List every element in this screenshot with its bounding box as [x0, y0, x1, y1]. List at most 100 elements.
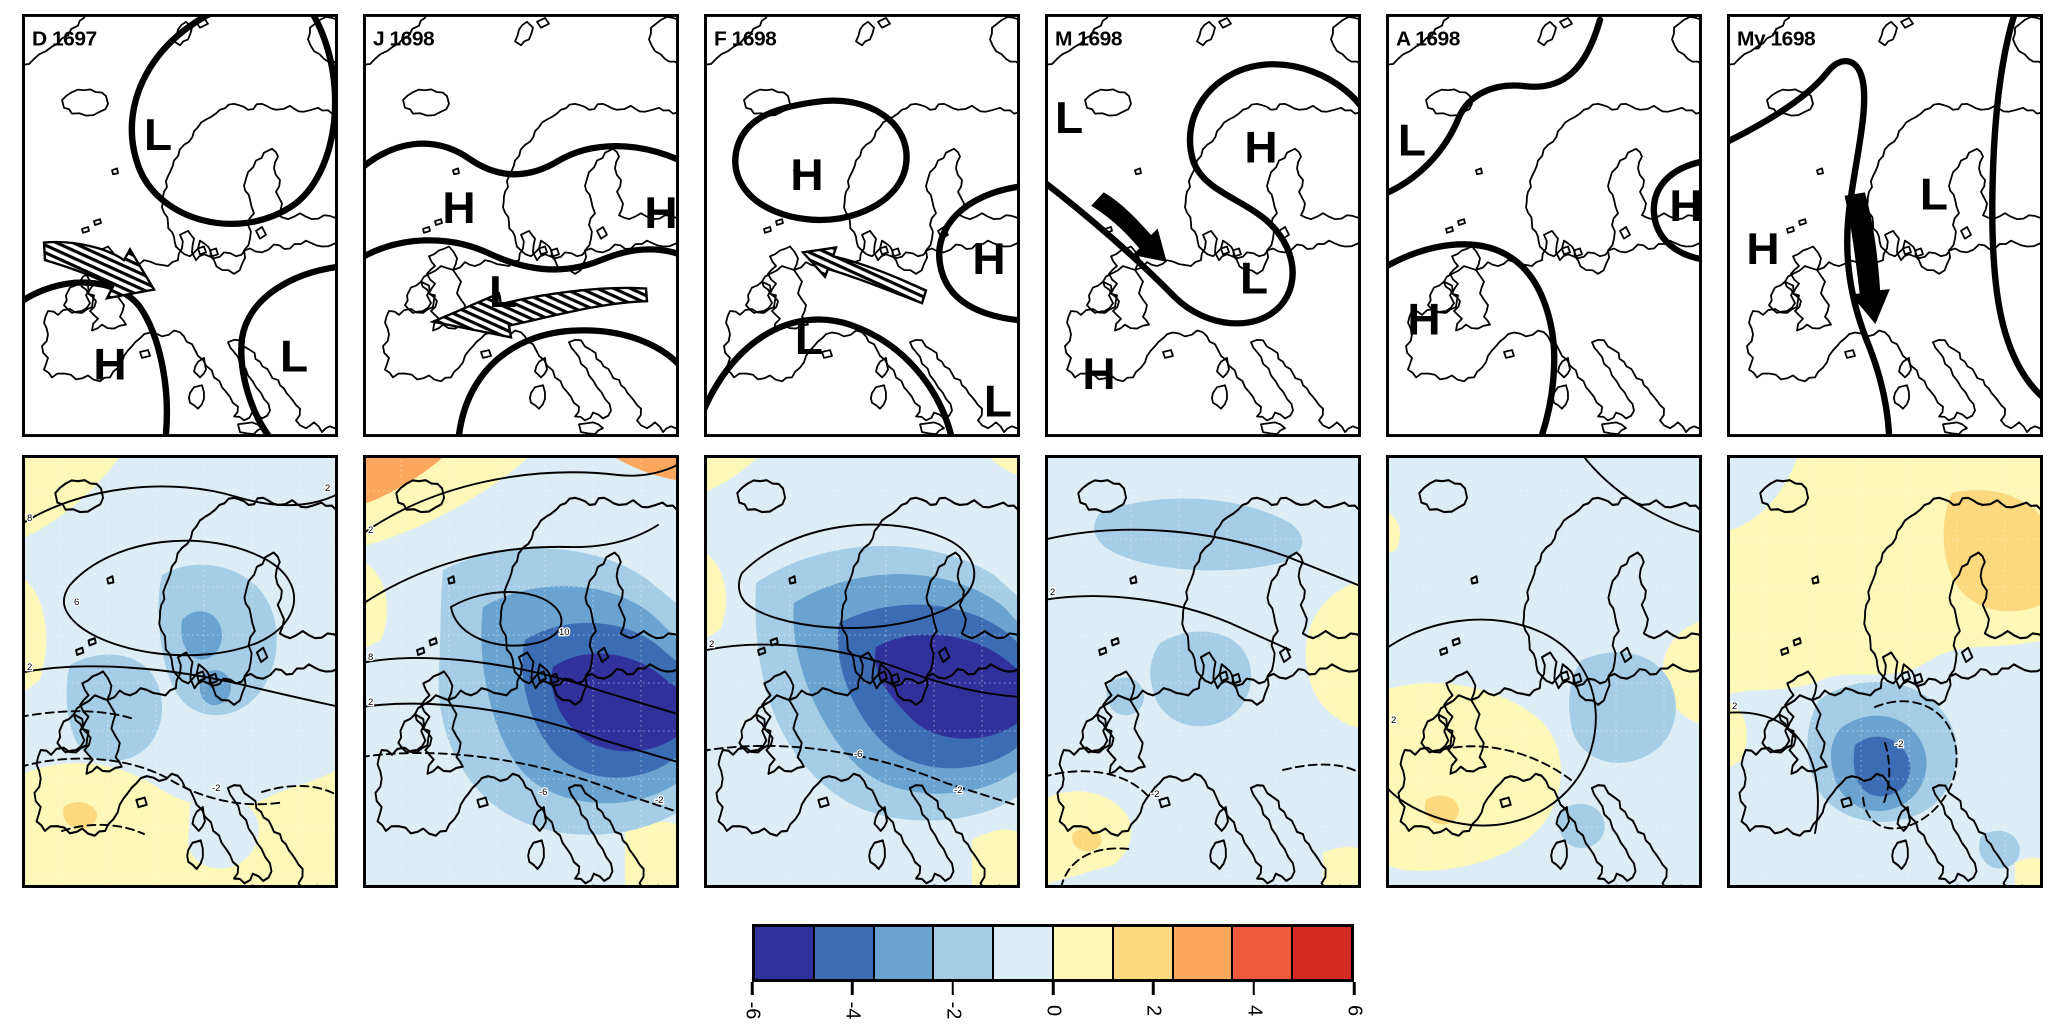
anomaly-region	[551, 653, 679, 752]
contour-line-solid	[1045, 595, 1291, 651]
pressure-letters: HL	[1746, 169, 1948, 274]
coastline-path	[1786, 226, 1795, 234]
anomaly-region	[1979, 830, 2020, 869]
coastline-path	[158, 503, 338, 706]
coastline-path	[736, 479, 787, 514]
coastline-path	[1475, 167, 1483, 176]
anomaly-region	[1727, 700, 1747, 769]
coastline-path	[395, 479, 446, 514]
coastline-path	[1077, 479, 1128, 514]
coastline-path	[191, 806, 206, 832]
pressure-isoline	[22, 279, 171, 437]
coastline-path	[476, 796, 489, 809]
colorbar-cell	[755, 927, 815, 979]
pressure-map-svg: L H L D 1697	[22, 14, 338, 437]
pressure-letter: L	[984, 376, 1012, 426]
coastline-path	[1561, 245, 1571, 256]
coastline-path	[1746, 229, 2043, 433]
contour-label: -6	[854, 749, 862, 760]
coastline-path	[1798, 218, 1807, 226]
colorbar-tick	[851, 982, 854, 995]
coastline-path	[54, 479, 105, 514]
panel-title: A 1698	[1396, 27, 1460, 50]
anomaly-region	[972, 829, 1020, 888]
contour-line-dashed	[261, 785, 338, 797]
wind-arrow	[800, 246, 928, 305]
coastline-path	[1898, 356, 1912, 379]
coastline-path	[1084, 88, 1132, 117]
panel-title: M 1698	[1055, 27, 1122, 50]
coastline-path	[1790, 245, 1832, 332]
coastline-path	[1056, 651, 1361, 888]
anomaly-region	[22, 576, 47, 694]
coastline-path	[1211, 384, 1228, 410]
coastline-path	[1816, 167, 1824, 176]
pressure-isoline	[1989, 14, 2043, 402]
pressure-letter: H	[1407, 294, 1440, 344]
colorbar: -6 -4 -2 0 2 4 6	[742, 924, 1366, 1028]
coastline-path	[255, 646, 269, 664]
graticule	[1386, 455, 1702, 888]
coastline	[704, 14, 1020, 435]
colorbar-tick	[1152, 982, 1155, 995]
coastline-path	[1499, 796, 1512, 809]
coastline-path	[255, 226, 267, 240]
coastline-path	[1451, 637, 1461, 647]
panel-title: J 1698	[373, 27, 434, 50]
coastline-path	[715, 651, 1020, 888]
wind-arrow	[1091, 192, 1167, 262]
coastline-path	[875, 356, 889, 379]
coastline-path	[1420, 713, 1450, 754]
coastline-path	[1418, 479, 1469, 514]
coastline	[363, 14, 679, 435]
pressure-letters: H H L L	[790, 149, 1012, 426]
contour-label: 2	[709, 639, 714, 650]
contour-line-dashed	[363, 752, 679, 814]
contour-label: -6	[539, 787, 547, 798]
coastline-path	[1572, 672, 1583, 685]
coastline-path	[1162, 349, 1174, 359]
pressure-letter: L	[1055, 93, 1083, 143]
coastline-path	[532, 806, 547, 832]
contour-label: 10	[559, 627, 570, 638]
pressure-isoline	[128, 14, 338, 227]
contour-line-solid	[738, 523, 976, 630]
coastline-path	[1559, 17, 1573, 29]
coastline-path	[2012, 16, 2043, 66]
contour-line-solid	[363, 524, 659, 605]
coastline-path	[1914, 247, 1924, 258]
pressure-letters: H HL	[442, 183, 677, 317]
colorbar-cells	[752, 924, 1354, 982]
panel-frame	[363, 14, 679, 437]
colorbar-cell	[1053, 927, 1114, 979]
anomaly-region	[1386, 683, 1561, 871]
contour-line-dashed	[704, 744, 1020, 808]
contour-line-dashed	[22, 757, 285, 806]
graticule	[704, 455, 1020, 888]
coastline-path	[56, 713, 86, 754]
coastline-path	[538, 245, 548, 256]
colorbar-tick-label: 0	[1042, 1004, 1065, 1017]
contour-label: -2	[1151, 789, 1159, 800]
anomaly-region	[22, 455, 121, 539]
pressure-isoline	[1045, 61, 1361, 327]
pressure-isoline	[1650, 158, 1702, 263]
coastline-path	[1439, 646, 1449, 656]
colorbar-axis: -6 -4 -2 0 2 4 6	[742, 982, 1366, 1028]
coastline-path	[1158, 796, 1171, 809]
contour-line-dashed	[1060, 847, 1130, 888]
wind-arrow	[429, 286, 649, 339]
panel-frame	[363, 455, 679, 888]
coastline-path	[1557, 356, 1571, 379]
contour-label: 2	[1391, 715, 1396, 726]
pressure-isoline	[704, 316, 955, 437]
coastline-path	[1503, 349, 1515, 359]
coastline-path	[195, 670, 206, 683]
coastline	[1386, 14, 1702, 435]
coastline-path	[1108, 245, 1150, 332]
pressure-letter: L	[1398, 115, 1426, 165]
coastline-path	[1134, 167, 1142, 176]
anomaly-region	[363, 561, 388, 649]
coastline-path	[1216, 356, 1230, 379]
